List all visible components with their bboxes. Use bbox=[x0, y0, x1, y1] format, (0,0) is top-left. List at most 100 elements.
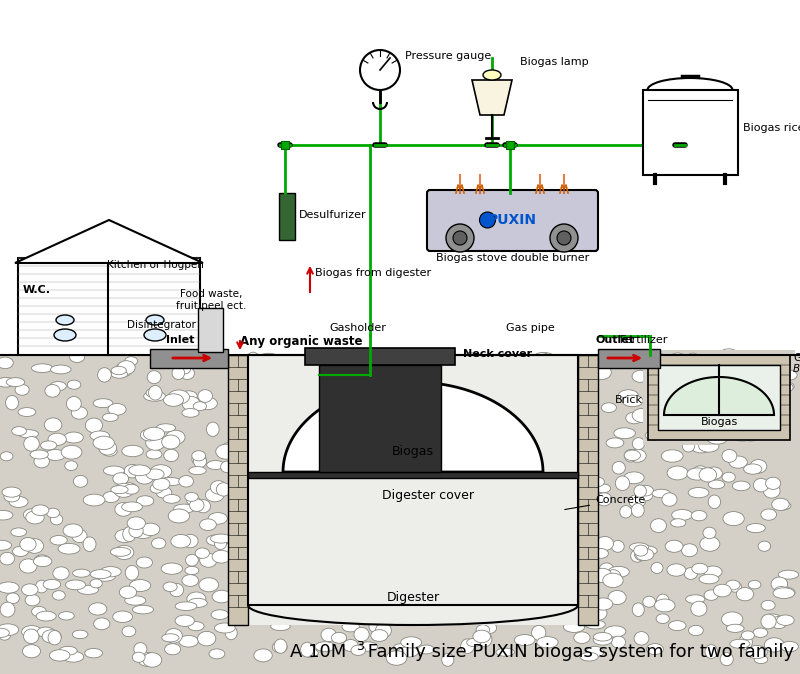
Text: Digester: Digester bbox=[386, 592, 439, 605]
Ellipse shape bbox=[746, 646, 767, 658]
Ellipse shape bbox=[639, 487, 653, 501]
Ellipse shape bbox=[216, 483, 230, 496]
Ellipse shape bbox=[34, 556, 52, 567]
Text: Biogas from digester: Biogas from digester bbox=[315, 268, 431, 278]
Ellipse shape bbox=[779, 383, 793, 392]
Bar bbox=[319, 365, 441, 472]
Ellipse shape bbox=[606, 570, 621, 584]
Ellipse shape bbox=[302, 649, 318, 657]
Ellipse shape bbox=[190, 499, 204, 512]
Ellipse shape bbox=[168, 509, 190, 523]
Ellipse shape bbox=[632, 370, 648, 382]
Ellipse shape bbox=[638, 485, 654, 496]
Ellipse shape bbox=[2, 487, 21, 497]
Ellipse shape bbox=[722, 472, 735, 482]
Ellipse shape bbox=[174, 504, 194, 513]
Ellipse shape bbox=[632, 408, 653, 423]
Circle shape bbox=[446, 224, 474, 252]
Ellipse shape bbox=[771, 577, 788, 591]
Ellipse shape bbox=[78, 585, 98, 594]
Ellipse shape bbox=[219, 543, 239, 555]
Ellipse shape bbox=[72, 529, 87, 543]
Ellipse shape bbox=[742, 631, 754, 640]
Ellipse shape bbox=[65, 461, 78, 470]
Ellipse shape bbox=[149, 386, 162, 400]
Circle shape bbox=[550, 224, 578, 252]
Ellipse shape bbox=[343, 640, 358, 652]
Ellipse shape bbox=[171, 534, 190, 548]
Ellipse shape bbox=[31, 364, 53, 373]
Ellipse shape bbox=[618, 390, 638, 402]
Bar bbox=[506, 141, 514, 149]
Ellipse shape bbox=[90, 570, 111, 579]
Ellipse shape bbox=[754, 479, 769, 492]
Bar bbox=[228, 355, 248, 625]
Ellipse shape bbox=[744, 431, 758, 441]
Ellipse shape bbox=[26, 511, 44, 524]
Ellipse shape bbox=[596, 537, 614, 551]
Bar bbox=[248, 355, 578, 625]
Ellipse shape bbox=[686, 353, 699, 365]
Ellipse shape bbox=[602, 573, 623, 588]
Ellipse shape bbox=[178, 476, 194, 487]
Ellipse shape bbox=[45, 385, 60, 397]
Ellipse shape bbox=[110, 547, 130, 556]
Ellipse shape bbox=[476, 626, 490, 638]
Ellipse shape bbox=[622, 395, 643, 406]
Ellipse shape bbox=[22, 644, 41, 658]
Ellipse shape bbox=[369, 620, 385, 633]
Ellipse shape bbox=[19, 559, 37, 573]
Ellipse shape bbox=[608, 566, 630, 578]
Ellipse shape bbox=[126, 565, 138, 580]
Ellipse shape bbox=[0, 510, 13, 520]
Ellipse shape bbox=[0, 582, 19, 593]
Ellipse shape bbox=[102, 413, 118, 421]
Bar bbox=[18, 258, 200, 355]
Ellipse shape bbox=[599, 563, 614, 577]
Ellipse shape bbox=[74, 475, 88, 487]
Ellipse shape bbox=[129, 524, 143, 538]
Ellipse shape bbox=[146, 388, 158, 397]
Ellipse shape bbox=[635, 549, 654, 561]
Ellipse shape bbox=[143, 427, 165, 440]
Ellipse shape bbox=[615, 476, 630, 491]
Ellipse shape bbox=[478, 632, 492, 647]
Ellipse shape bbox=[770, 617, 787, 629]
Ellipse shape bbox=[779, 370, 797, 380]
Ellipse shape bbox=[185, 493, 198, 501]
Ellipse shape bbox=[50, 365, 71, 374]
Ellipse shape bbox=[654, 599, 675, 612]
Ellipse shape bbox=[662, 450, 683, 462]
Ellipse shape bbox=[114, 545, 134, 559]
Ellipse shape bbox=[462, 353, 477, 361]
Text: PUXIN: PUXIN bbox=[488, 213, 537, 227]
Ellipse shape bbox=[315, 642, 335, 652]
Ellipse shape bbox=[634, 632, 649, 645]
Ellipse shape bbox=[773, 354, 786, 365]
Ellipse shape bbox=[115, 529, 134, 543]
Ellipse shape bbox=[704, 385, 718, 394]
Ellipse shape bbox=[187, 592, 206, 606]
Ellipse shape bbox=[684, 568, 698, 580]
Ellipse shape bbox=[113, 472, 129, 485]
Ellipse shape bbox=[169, 358, 182, 366]
Ellipse shape bbox=[741, 388, 755, 400]
Ellipse shape bbox=[362, 363, 375, 373]
Ellipse shape bbox=[386, 650, 407, 665]
Ellipse shape bbox=[720, 652, 734, 666]
Ellipse shape bbox=[192, 453, 206, 465]
Ellipse shape bbox=[722, 450, 737, 462]
Circle shape bbox=[557, 231, 571, 245]
Ellipse shape bbox=[175, 602, 197, 611]
Ellipse shape bbox=[326, 349, 338, 362]
Ellipse shape bbox=[534, 353, 550, 363]
Ellipse shape bbox=[652, 489, 670, 497]
Ellipse shape bbox=[198, 390, 213, 402]
Ellipse shape bbox=[629, 449, 646, 462]
Ellipse shape bbox=[162, 435, 180, 449]
Ellipse shape bbox=[246, 353, 259, 367]
Ellipse shape bbox=[85, 648, 102, 658]
Ellipse shape bbox=[172, 367, 185, 379]
Text: Family size PUXIN biogas system for two family: Family size PUXIN biogas system for two … bbox=[362, 643, 794, 661]
Ellipse shape bbox=[301, 642, 314, 657]
